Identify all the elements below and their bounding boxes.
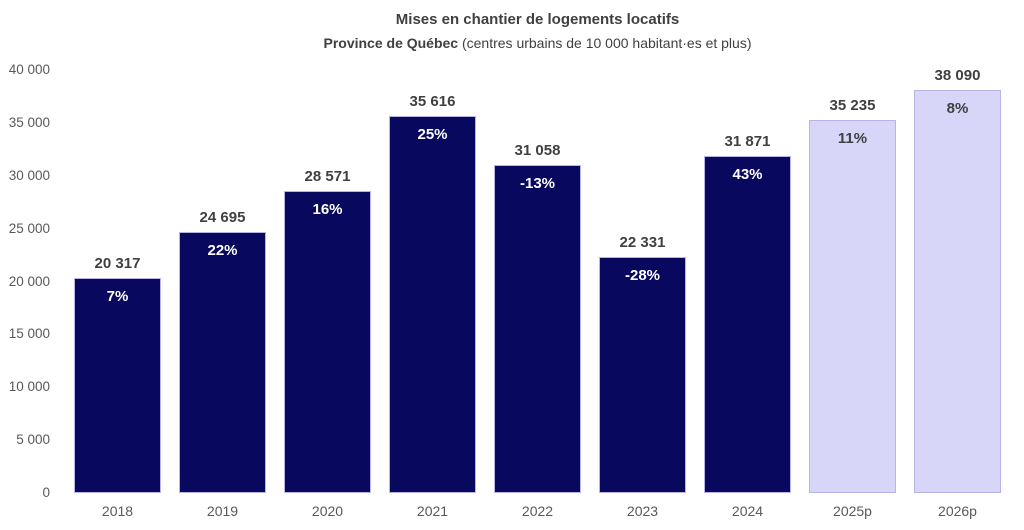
bar-pct-label: 43% [732, 165, 763, 183]
chart-title: Mises en chantier de logements locatifs [395, 11, 680, 28]
x-tick-label-2023: 2023 [626, 503, 659, 519]
bar-value-label: 28 571 [304, 167, 351, 185]
bar-pct-label: 7% [106, 288, 129, 306]
bar-value-label: 20 317 [94, 255, 141, 273]
bar-value-label: 38 090 [934, 67, 981, 85]
x-tick-label-2019: 2019 [206, 503, 239, 519]
y-tick-label: 0 [42, 485, 50, 500]
bar-value-label: 22 331 [619, 233, 666, 251]
bar-2025p [809, 120, 896, 493]
x-tick-label-2021: 2021 [416, 503, 449, 519]
bar-value-label: 35 235 [829, 97, 876, 115]
bar-2026p [914, 90, 1001, 493]
x-tick-label-2020: 2020 [311, 503, 344, 519]
x-tick-label-2025p: 2025p [833, 503, 872, 519]
chart-subtitle: Province de Québec (centres urbains de 1… [65, 35, 1010, 51]
bar-value-label: 35 616 [409, 93, 456, 111]
bar-pct-label: 25% [417, 126, 448, 144]
bar-pct-label: 16% [312, 200, 343, 218]
y-tick-label: 30 000 [8, 167, 50, 183]
chart-subtitle-region: Province de Québec [323, 35, 459, 51]
bar-2023 [599, 256, 686, 493]
bar-pct-label: -13% [519, 174, 556, 192]
bar-2018 [74, 278, 161, 493]
bar-2021 [389, 116, 476, 493]
y-tick-label: 15 000 [8, 326, 50, 342]
bar-value-label: 31 871 [724, 132, 771, 150]
y-tick-label: 20 000 [8, 273, 50, 289]
bar-pct-label: 11% [837, 130, 868, 148]
y-tick-label: 25 000 [8, 220, 50, 236]
chart-subtitle-detail: (centres urbains de 10 000 habitant·es e… [458, 35, 752, 51]
bar-value-label: 31 058 [514, 141, 561, 159]
x-tick-label-2018: 2018 [101, 503, 134, 519]
bar-2022 [494, 164, 581, 493]
y-tick-label: 10 000 [8, 379, 50, 395]
bar-value-label: 24 695 [199, 208, 246, 226]
bar-pct-label: 8% [946, 100, 969, 118]
bar-2019 [179, 231, 266, 493]
bar-pct-label: -28% [624, 266, 661, 284]
x-tick-label-2022: 2022 [521, 503, 554, 519]
y-tick-label: 35 000 [8, 114, 50, 130]
y-tick-label: 5 000 [16, 432, 50, 448]
x-tick-label-2026p: 2026p [938, 503, 977, 519]
bar-2020 [284, 190, 371, 493]
y-tick-label: 40 000 [8, 62, 50, 77]
bar-2024 [704, 155, 791, 493]
bar-pct-label: 22% [207, 241, 238, 259]
x-tick-label-2024: 2024 [731, 503, 764, 519]
